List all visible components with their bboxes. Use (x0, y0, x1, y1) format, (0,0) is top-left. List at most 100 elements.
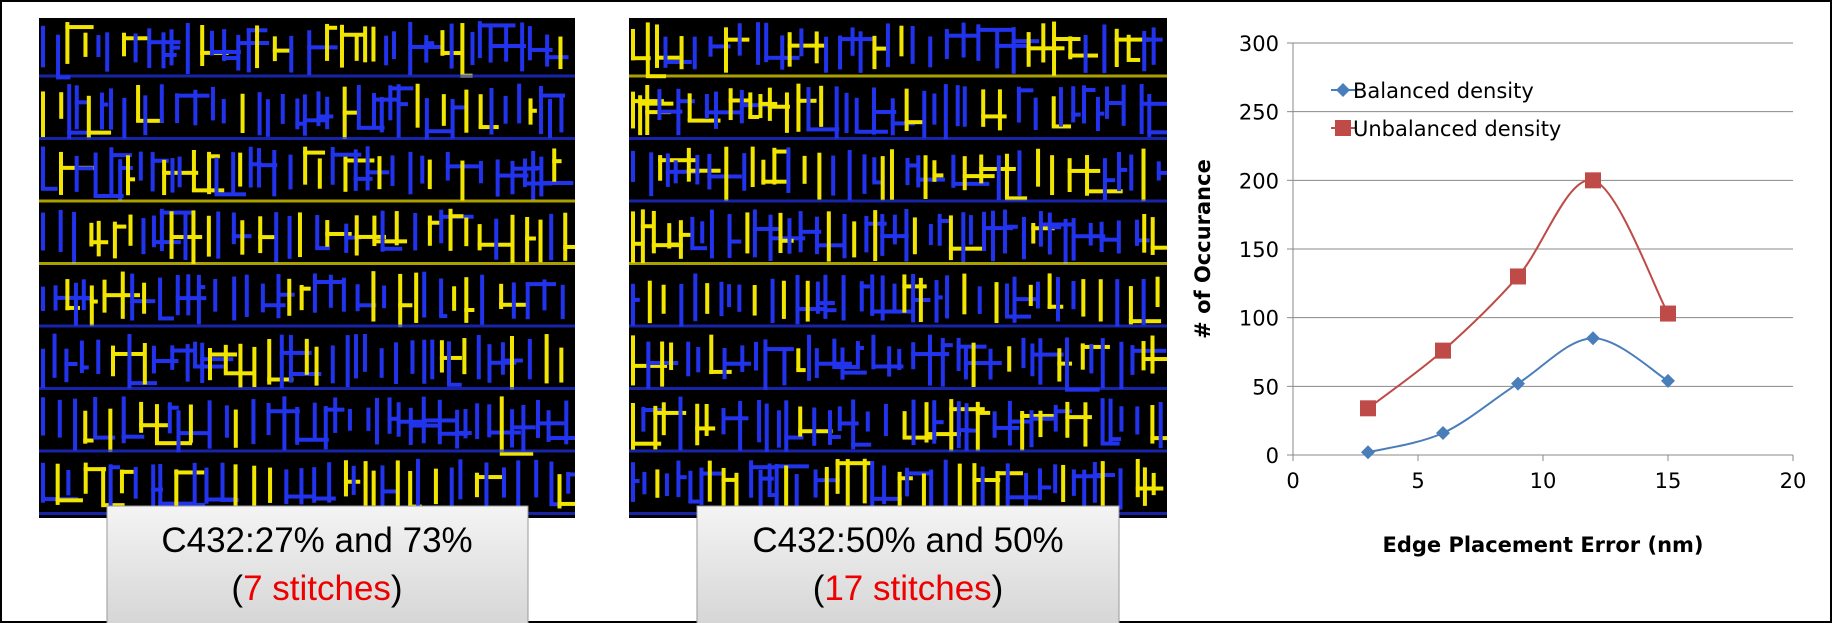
wire (922, 473, 926, 507)
wire (642, 472, 646, 494)
wire (487, 431, 521, 435)
wire (1142, 279, 1146, 325)
wire (1052, 37, 1080, 41)
wire (897, 349, 901, 370)
wire (170, 158, 174, 193)
wire (526, 282, 556, 286)
y-tick-label: 0 (1266, 444, 1279, 468)
wire (96, 35, 100, 57)
wire (558, 502, 575, 506)
wire (912, 400, 916, 445)
wire (249, 147, 253, 188)
wire (727, 284, 731, 307)
wire (422, 340, 426, 384)
wire (539, 181, 573, 185)
wire (236, 41, 269, 45)
wire (944, 84, 948, 139)
wire (962, 23, 966, 58)
wire (380, 465, 384, 506)
wire (1142, 149, 1146, 202)
wire (855, 130, 888, 134)
wire (66, 470, 70, 495)
wire (964, 361, 1002, 365)
wire (976, 411, 990, 415)
wire (928, 335, 932, 386)
wire (559, 94, 563, 132)
wire (814, 469, 818, 497)
wire (1119, 406, 1123, 431)
wire (208, 352, 237, 356)
wire (997, 155, 1001, 200)
wire (646, 22, 650, 75)
wire (380, 348, 384, 378)
wire (126, 177, 135, 181)
wire (890, 149, 894, 200)
wire (41, 349, 45, 388)
wire (186, 344, 190, 382)
wire (161, 32, 165, 68)
wire (738, 401, 742, 451)
wire (363, 334, 367, 372)
wire (118, 159, 122, 200)
wire (155, 404, 159, 442)
paren: ( (813, 569, 825, 608)
wire (247, 28, 251, 72)
wire (231, 152, 235, 194)
wire (208, 400, 212, 448)
wire (464, 308, 474, 312)
wire (1068, 54, 1098, 58)
wire (464, 218, 468, 247)
series-line (1368, 338, 1668, 452)
wire (1039, 211, 1043, 246)
wire (174, 470, 204, 474)
wire (972, 343, 976, 387)
wire (690, 217, 694, 248)
wire (41, 187, 58, 191)
wire (105, 32, 109, 71)
wire (1089, 344, 1093, 373)
y-tick-label: 150 (1239, 238, 1279, 262)
wire (1027, 46, 1065, 50)
x-tick-label: 15 (1655, 469, 1682, 493)
wire (413, 213, 417, 250)
x-tick-label: 20 (1780, 469, 1807, 493)
wire (501, 342, 505, 374)
wire (75, 85, 79, 129)
wire (870, 497, 902, 501)
wire (563, 245, 575, 249)
wire (928, 37, 932, 68)
wire (788, 32, 792, 66)
wire (152, 359, 179, 363)
wire (1065, 402, 1069, 438)
wire (646, 342, 650, 389)
wire (41, 463, 45, 503)
wire (232, 277, 236, 321)
marker (1336, 83, 1350, 97)
wire (660, 342, 664, 387)
wire (222, 99, 226, 123)
wire (662, 285, 666, 314)
wire (925, 402, 929, 442)
wire (796, 348, 800, 370)
wire (396, 460, 400, 510)
wire (860, 284, 870, 288)
wire (312, 497, 336, 501)
wire (796, 99, 816, 103)
marker (1360, 400, 1376, 416)
wire (428, 216, 432, 246)
wire (416, 459, 420, 510)
y-tick-label: 200 (1239, 169, 1279, 193)
paren: ) (992, 569, 1004, 608)
wire (127, 381, 156, 385)
wire (94, 153, 98, 198)
wire (261, 303, 286, 307)
wire (707, 154, 711, 190)
wire (381, 247, 403, 251)
marker (1335, 120, 1351, 136)
wire (315, 246, 330, 250)
wire (299, 468, 303, 504)
wire (945, 29, 949, 59)
wire (851, 399, 855, 449)
wire (771, 279, 775, 323)
wire (1021, 338, 1025, 368)
